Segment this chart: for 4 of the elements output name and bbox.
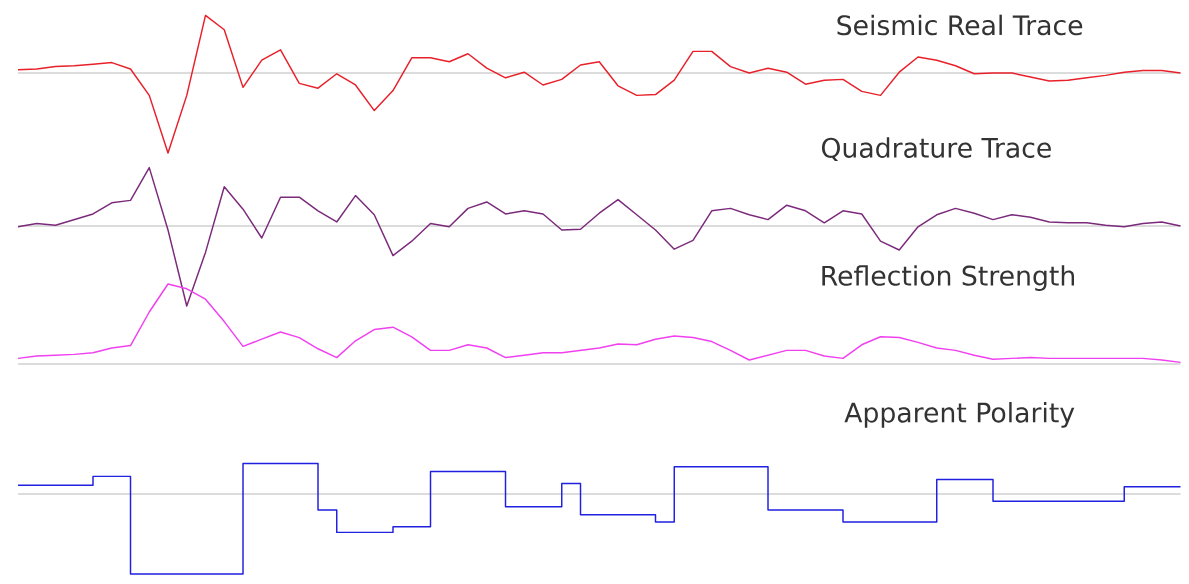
chart-title: Quadrature Trace	[821, 137, 1051, 161]
chart-title: Reflection Strength	[822, 265, 1075, 291]
chart-title: Apparent Polarity	[844, 402, 1075, 428]
chart-title: Seismic Real Trace	[837, 14, 1083, 36]
